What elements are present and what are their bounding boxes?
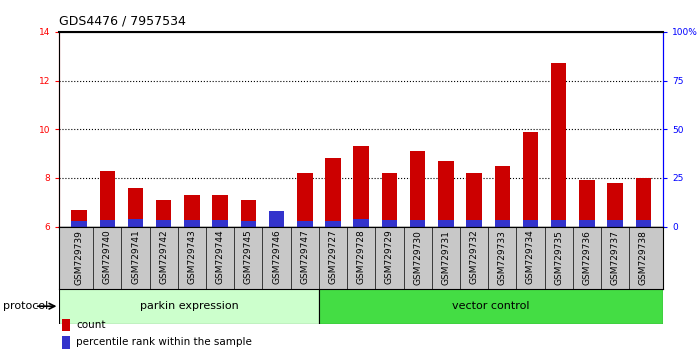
Text: GSM729728: GSM729728: [357, 230, 366, 284]
Bar: [523, 220, 538, 227]
Text: GSM729736: GSM729736: [582, 230, 591, 285]
Bar: [382, 220, 397, 227]
Bar: [156, 220, 172, 227]
Text: GSM729734: GSM729734: [526, 230, 535, 284]
Text: GSM729738: GSM729738: [639, 230, 648, 285]
Bar: [494, 220, 510, 227]
Text: GSM729745: GSM729745: [244, 230, 253, 284]
Bar: [59, 289, 319, 324]
Text: GSM729742: GSM729742: [159, 230, 168, 284]
Bar: [579, 220, 595, 227]
Bar: [382, 173, 397, 227]
Bar: [62, 319, 70, 331]
Text: GSM729740: GSM729740: [103, 230, 112, 284]
Bar: [325, 159, 341, 227]
Text: GSM729746: GSM729746: [272, 230, 281, 284]
Text: GSM729733: GSM729733: [498, 230, 507, 285]
Bar: [523, 132, 538, 227]
Bar: [241, 200, 256, 227]
Text: GSM729743: GSM729743: [188, 230, 196, 284]
Bar: [494, 166, 510, 227]
Bar: [100, 220, 115, 227]
Bar: [466, 220, 482, 227]
Text: GSM729735: GSM729735: [554, 230, 563, 285]
Bar: [128, 188, 143, 227]
Bar: [212, 220, 228, 227]
Bar: [62, 336, 70, 349]
Bar: [551, 63, 567, 227]
Text: protocol: protocol: [3, 301, 49, 311]
Text: parkin expression: parkin expression: [140, 301, 239, 311]
Text: GSM729739: GSM729739: [75, 230, 84, 285]
Bar: [410, 151, 425, 227]
Bar: [636, 178, 651, 227]
Bar: [71, 221, 87, 227]
Bar: [607, 183, 623, 227]
Bar: [184, 195, 200, 227]
Text: GSM729741: GSM729741: [131, 230, 140, 284]
Bar: [100, 171, 115, 227]
Text: percentile rank within the sample: percentile rank within the sample: [76, 337, 252, 347]
Bar: [128, 219, 143, 227]
Bar: [579, 180, 595, 227]
Text: GSM729730: GSM729730: [413, 230, 422, 285]
Bar: [438, 220, 454, 227]
Bar: [607, 220, 623, 227]
Text: GSM729747: GSM729747: [300, 230, 309, 284]
Bar: [636, 220, 651, 227]
Bar: [269, 224, 284, 227]
Text: count: count: [76, 320, 105, 330]
Text: GSM729732: GSM729732: [470, 230, 479, 284]
Bar: [297, 221, 313, 227]
Text: GSM729727: GSM729727: [329, 230, 338, 284]
Bar: [438, 161, 454, 227]
Text: GDS4476 / 7957534: GDS4476 / 7957534: [59, 14, 186, 27]
Bar: [71, 210, 87, 227]
Text: vector control: vector control: [452, 301, 530, 311]
Text: GSM729731: GSM729731: [441, 230, 450, 285]
Bar: [466, 173, 482, 227]
Bar: [156, 200, 172, 227]
Bar: [353, 146, 369, 227]
Bar: [353, 219, 369, 227]
Bar: [297, 173, 313, 227]
Text: GSM729737: GSM729737: [611, 230, 620, 285]
Bar: [410, 220, 425, 227]
Text: GSM729729: GSM729729: [385, 230, 394, 284]
Text: GSM729744: GSM729744: [216, 230, 225, 284]
Bar: [212, 195, 228, 227]
Bar: [269, 211, 284, 227]
Bar: [184, 220, 200, 227]
Bar: [551, 220, 567, 227]
Bar: [241, 221, 256, 227]
Bar: [325, 221, 341, 227]
Bar: [319, 289, 663, 324]
